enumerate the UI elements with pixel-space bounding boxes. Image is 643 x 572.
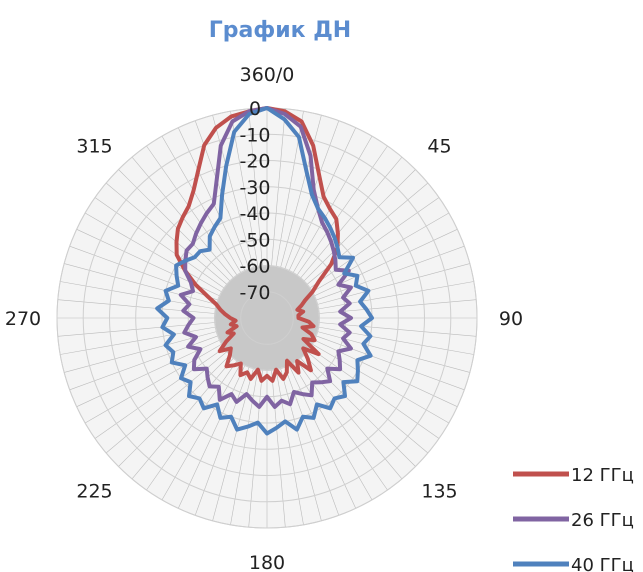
- angle-label: 225: [76, 481, 112, 503]
- chart-title: График ДН: [209, 18, 351, 43]
- angle-label: 90: [499, 308, 523, 330]
- radial-tick-label: -50: [239, 229, 270, 251]
- radial-tick-label: -60: [239, 256, 270, 278]
- radial-tick-labels: 0 -10 -20 -30 -40 -50 -60 -70: [239, 98, 270, 304]
- radial-tick-label: -30: [239, 177, 270, 199]
- grid-ring: [214, 265, 320, 371]
- angle-label: 360/0: [240, 64, 295, 86]
- grid-ring: [109, 160, 425, 476]
- series-line-3: [155, 106, 374, 436]
- series-line-2: [178, 106, 353, 409]
- legend-label: 12 ГГц: [571, 465, 634, 486]
- grid-ring: [240, 291, 294, 345]
- angle-label: 135: [421, 481, 457, 503]
- angle-label: 180: [249, 552, 285, 572]
- radial-grid-rings: [56, 107, 478, 529]
- legend: 12 ГГц 26 ГГц 40 ГГц: [513, 465, 634, 572]
- grid-ring: [135, 186, 399, 450]
- radial-tick-label: -70: [239, 282, 270, 304]
- angle-tick-labels: 360/0 45 90 135 180 225 270 315: [5, 64, 523, 572]
- grid-ring: [82, 133, 452, 503]
- center-disc: [215, 266, 319, 370]
- radial-tick-label: 0: [249, 98, 261, 120]
- legend-label: 26 ГГц: [571, 510, 634, 531]
- legend-label: 40 ГГц: [571, 555, 634, 572]
- angle-label: 270: [5, 308, 41, 330]
- angle-label: 315: [76, 136, 112, 158]
- radial-tick-label: -10: [239, 124, 270, 146]
- radial-tick-label: -20: [239, 151, 270, 173]
- series-layer: [155, 106, 374, 436]
- angle-label: 45: [427, 136, 451, 158]
- radial-tick-label: -40: [239, 203, 270, 225]
